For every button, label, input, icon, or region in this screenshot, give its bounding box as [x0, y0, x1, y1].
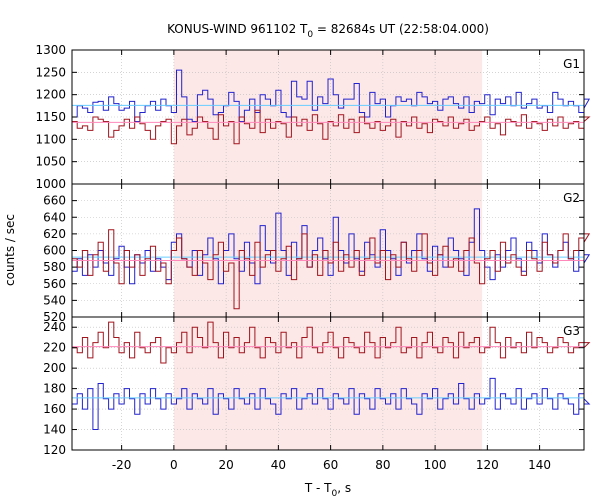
panel-g3: -20 0 20 40 60 80 100 120 140 120 140 160 180 200 220 2…: [43, 316, 591, 472]
red-series-line: [72, 321, 591, 364]
x-tick-label: 80: [375, 458, 390, 472]
y-tick-label: 520: [43, 310, 66, 324]
y-tick-label: 580: [43, 260, 66, 274]
x-tick-label: 40: [271, 458, 286, 472]
y-tick-label: 1250: [35, 65, 66, 79]
y-tick-label: 180: [43, 382, 66, 396]
x-tick-label: 20: [218, 458, 233, 472]
blue-series-line: [72, 208, 591, 285]
panel-g1: 1000 1050 1100 1150 1200 1250 1300 G1: [35, 43, 591, 191]
y-axis-title: counts / sec: [3, 214, 17, 286]
y-tick-label: 120: [43, 443, 66, 457]
panel-frame: [71, 316, 585, 451]
blue-series-line: [72, 377, 591, 430]
y-tick-label: 1100: [35, 132, 66, 146]
blue-series-line: [72, 69, 591, 122]
y-tick-label: 140: [43, 423, 66, 437]
y-tick-label: 1000: [35, 177, 66, 191]
panel-g2: 520 540 560 580 600 620 640 660 G2: [43, 183, 591, 324]
x-tick-label: 60: [323, 458, 338, 472]
y-tick-label: 540: [43, 293, 66, 307]
x-tick-label: 120: [476, 458, 499, 472]
panel-label: G2: [563, 191, 580, 205]
y-tick-label: 1200: [35, 88, 66, 102]
panel-label: G1: [563, 57, 580, 71]
y-tick-label: 600: [43, 244, 66, 258]
x-tick-label: -20: [112, 458, 132, 472]
y-tick-label: 1050: [35, 155, 66, 169]
y-tick-label: 660: [43, 194, 66, 208]
y-tick-label: 1150: [35, 110, 66, 124]
red-series-line: [72, 229, 591, 310]
y-tick-label: 560: [43, 277, 66, 291]
panels-group: 1000105011001150120012501300G15205405605…: [35, 43, 591, 472]
y-tick-label: 160: [43, 402, 66, 416]
y-tick-label: 220: [43, 341, 66, 355]
x-tick-label: 140: [528, 458, 551, 472]
x-tick-label: 0: [170, 458, 178, 472]
x-tick-label: 100: [424, 458, 447, 472]
y-tick-label: 240: [43, 320, 66, 334]
chart-title: KONUS-WIND 961102 T0 = 82684s UT (22:58:…: [167, 22, 489, 40]
y-tick-label: 1300: [35, 43, 66, 57]
x-axis-title: T - T0, s: [304, 481, 351, 499]
y-tick-label: 620: [43, 227, 66, 241]
red-series-line: [72, 109, 591, 145]
y-tick-label: 640: [43, 210, 66, 224]
y-tick-label: 200: [43, 361, 66, 375]
panel-label: G3: [563, 324, 580, 338]
